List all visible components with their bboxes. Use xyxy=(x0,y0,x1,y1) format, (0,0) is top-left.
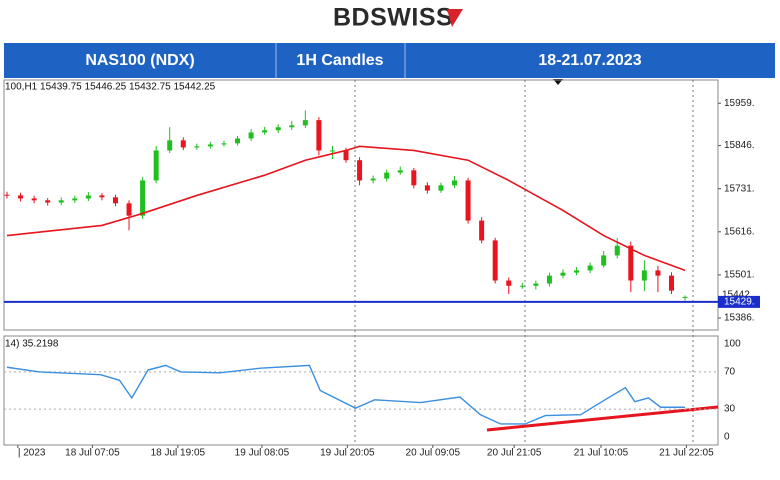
x-tick-label: 21 Jul 22:05 xyxy=(659,448,714,459)
candle-body xyxy=(533,283,539,286)
candle-body xyxy=(153,150,159,181)
candle-body xyxy=(560,272,566,276)
candle-body xyxy=(112,197,118,204)
x-tick-label: 20 Jul 09:05 xyxy=(406,448,461,459)
rsi-info: 14) 35.2198 xyxy=(5,339,59,350)
y-tick-label: 100 xyxy=(724,339,741,350)
candle-body xyxy=(424,185,430,191)
candle-body xyxy=(221,143,227,145)
candle-body xyxy=(655,270,661,276)
candle-body xyxy=(492,240,498,281)
candle-body xyxy=(85,195,91,199)
candle-body xyxy=(465,180,471,221)
candle-body xyxy=(31,198,37,201)
candle-body xyxy=(45,200,51,203)
header-timeframe: 1H Candles xyxy=(296,52,383,69)
rsi-line xyxy=(6,364,686,425)
header-dates: 18-21.07.2023 xyxy=(538,52,641,69)
logo-mark xyxy=(447,9,463,27)
price-tag-label: 15429. xyxy=(724,297,755,308)
candle-body xyxy=(248,132,254,139)
y-tick-label: 15959. xyxy=(724,98,755,109)
candle-body xyxy=(329,150,335,152)
candle-body xyxy=(519,285,525,287)
x-tick-label: 18 Jul 19:05 xyxy=(151,448,206,459)
x-tick-label: 19 Jul 20:05 xyxy=(320,448,375,459)
candle-body xyxy=(99,195,105,198)
candle-body xyxy=(140,180,146,216)
candle-body xyxy=(411,170,417,186)
main-panel xyxy=(3,79,719,331)
candle-body xyxy=(479,220,485,241)
x-tick-label: 19 Jul 08:05 xyxy=(235,448,290,459)
x-tick-label: 20 Jul 21:05 xyxy=(487,448,542,459)
x-tick-label: | 2023 xyxy=(18,448,46,459)
candle-body xyxy=(641,270,647,281)
candle-body xyxy=(397,170,403,173)
candle-body xyxy=(126,203,132,216)
candle-body xyxy=(601,255,607,266)
header-bar xyxy=(4,43,775,78)
main-info: 100,H1 15439.75 15446.25 15432.75 15442.… xyxy=(5,82,216,93)
candle-body xyxy=(668,275,674,291)
y-tick-label: 15386. xyxy=(724,313,755,324)
rsi-panel xyxy=(3,335,719,446)
candle-body xyxy=(302,120,308,126)
candle-body xyxy=(18,195,24,199)
candle-body xyxy=(452,180,458,186)
candle-body xyxy=(194,146,200,148)
x-tick-label: 18 Jul 07:05 xyxy=(65,448,120,459)
candle-body xyxy=(262,130,268,133)
candle-body xyxy=(180,140,186,148)
candle-body xyxy=(72,198,78,201)
header-symbol: NAS100 (NDX) xyxy=(85,52,194,69)
candle-body xyxy=(587,265,593,271)
candle-body xyxy=(316,120,322,151)
price-tag xyxy=(718,295,760,308)
candle-body xyxy=(682,296,688,298)
day-separators xyxy=(354,80,694,445)
y-tick-label: 30 xyxy=(724,404,736,415)
candle-body xyxy=(384,172,390,179)
y-tick-label: 0 xyxy=(724,432,730,443)
candle-body xyxy=(628,245,634,281)
candle-body xyxy=(167,140,173,151)
candle-body xyxy=(438,185,444,191)
candle-body xyxy=(357,160,363,181)
candle-body xyxy=(4,194,10,196)
candle-body xyxy=(343,150,349,161)
candle-body xyxy=(370,178,376,181)
candle-body xyxy=(506,280,512,286)
candle-body xyxy=(275,127,281,131)
candle-body xyxy=(614,245,620,256)
y-tick-label: 15501. xyxy=(724,270,755,281)
candle-body xyxy=(289,125,295,128)
candle-body xyxy=(574,270,580,273)
logo: BDSWISS xyxy=(333,4,453,32)
hidden-price-label: 15442 xyxy=(722,290,750,301)
candle-body xyxy=(207,144,213,147)
trendline xyxy=(486,405,719,432)
y-tick-label: 70 xyxy=(724,367,736,378)
y-tick-label: 15846. xyxy=(724,140,755,151)
y-tick-label: 15616. xyxy=(724,226,755,237)
x-tick-label: 21 Jul 10:05 xyxy=(574,448,629,459)
y-tick-label: 15731. xyxy=(724,183,755,194)
candle-body xyxy=(58,200,64,203)
candle-body xyxy=(235,138,241,144)
moving-average xyxy=(6,145,686,272)
candle-body xyxy=(546,275,552,284)
